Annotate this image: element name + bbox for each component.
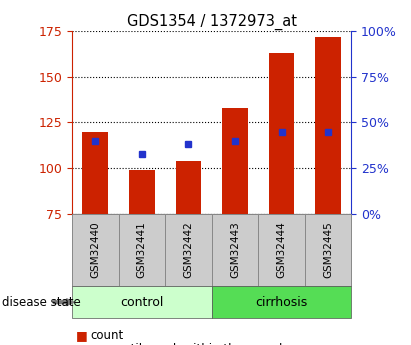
Text: GSM32443: GSM32443 bbox=[230, 222, 240, 278]
Bar bbox=[165, 214, 212, 286]
Bar bbox=[305, 214, 351, 286]
Text: ■: ■ bbox=[76, 329, 88, 342]
Bar bbox=[212, 214, 258, 286]
Text: cirrhosis: cirrhosis bbox=[255, 296, 308, 309]
Bar bbox=[269, 53, 294, 214]
Text: GSM32442: GSM32442 bbox=[183, 222, 193, 278]
Bar bbox=[129, 170, 155, 214]
Bar bbox=[72, 214, 118, 286]
Title: GDS1354 / 1372973_at: GDS1354 / 1372973_at bbox=[127, 13, 297, 30]
Bar bbox=[175, 161, 201, 214]
Text: control: control bbox=[120, 296, 164, 309]
Bar bbox=[315, 37, 341, 214]
Bar bbox=[82, 132, 108, 214]
Text: count: count bbox=[90, 329, 124, 342]
Text: ■: ■ bbox=[76, 343, 88, 345]
Text: disease state: disease state bbox=[2, 296, 81, 309]
Text: GSM32440: GSM32440 bbox=[90, 222, 100, 278]
Text: GSM32445: GSM32445 bbox=[323, 222, 333, 278]
Bar bbox=[222, 108, 248, 214]
Bar bbox=[212, 286, 351, 318]
Text: GSM32444: GSM32444 bbox=[277, 222, 286, 278]
Bar bbox=[258, 214, 305, 286]
Bar bbox=[118, 214, 165, 286]
Bar bbox=[72, 286, 212, 318]
Text: percentile rank within the sample: percentile rank within the sample bbox=[90, 343, 290, 345]
Text: GSM32441: GSM32441 bbox=[137, 222, 147, 278]
